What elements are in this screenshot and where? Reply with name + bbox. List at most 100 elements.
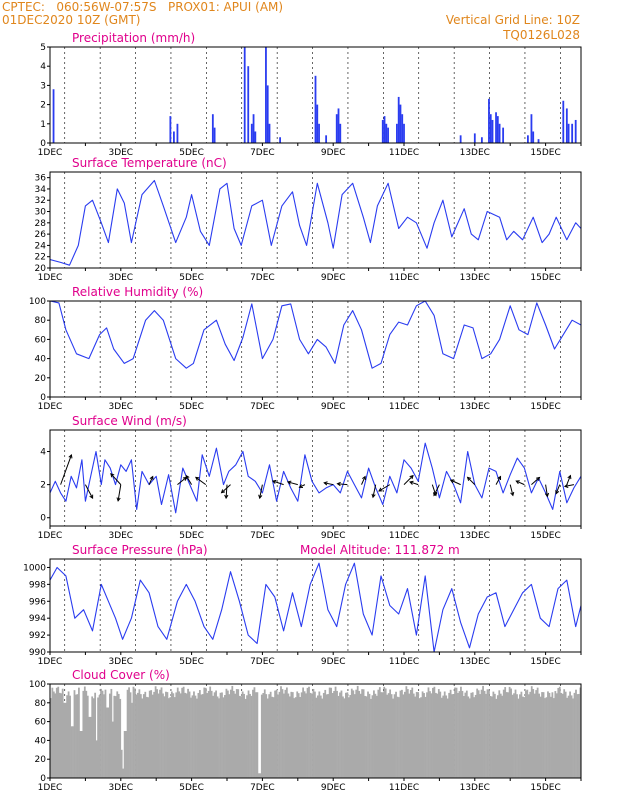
panel-frame <box>49 558 582 653</box>
wind-vector-arrowhead <box>89 494 94 500</box>
precip-bar <box>383 116 386 143</box>
cloud-bar <box>333 691 335 778</box>
cloud-bar <box>557 687 560 778</box>
precip-bar <box>335 114 338 143</box>
cloud-bar <box>253 687 256 778</box>
wind-vector-arrowhead <box>555 490 560 495</box>
cloud-bar <box>418 698 421 778</box>
cloud-bar <box>172 693 175 778</box>
cloud-bar <box>260 694 263 778</box>
cloud-bar <box>241 691 244 778</box>
cloud-bar <box>538 693 540 778</box>
ytick-label: 4 <box>40 62 46 72</box>
wind-vector-arrow <box>185 475 193 485</box>
cloud-bar <box>97 697 99 778</box>
cloud-bar <box>83 686 86 778</box>
cloud-bar <box>255 692 257 778</box>
xtick-label: 9DEC <box>321 273 346 283</box>
precip-bar <box>268 123 271 143</box>
cloud-bar <box>238 695 241 778</box>
cloud-bar <box>358 690 361 778</box>
xtick-label: 7DEC <box>250 783 275 793</box>
precip-bar <box>381 119 384 143</box>
cloud-bar <box>78 687 80 778</box>
cloud-bar <box>120 749 123 778</box>
cloud-bar <box>75 694 77 778</box>
panel-precipitation: Precipitation (mm/h) 0 1 2 3 4 5 1DEC 3DEC 5DEC 7D… <box>38 31 582 158</box>
cloud-bar <box>436 693 439 778</box>
precip-bar <box>252 114 255 143</box>
wind-vector-arrow <box>177 477 187 486</box>
cloud-bar <box>492 691 495 778</box>
cloud-bar <box>569 691 571 778</box>
cloud-bar <box>526 689 529 778</box>
cloud-bar <box>200 694 203 778</box>
cloud-bar <box>334 686 337 778</box>
precip-bar <box>52 89 55 143</box>
cloud-bar <box>259 773 262 778</box>
cloud-bar <box>73 690 76 778</box>
cloud-bar <box>278 691 281 778</box>
cloud-bar <box>173 697 176 778</box>
cloud-bar <box>550 696 552 778</box>
cloud-bar <box>114 696 117 778</box>
wind-vector-arrowhead <box>510 491 515 497</box>
cloud-bar <box>185 693 188 778</box>
xtick-label: 5DEC <box>179 402 204 412</box>
cloud-bar <box>82 690 85 778</box>
cloud-bar <box>457 692 459 778</box>
precip-bar <box>337 108 340 143</box>
wind-vector-arrowhead <box>449 479 455 484</box>
cloud-bar <box>427 687 430 778</box>
cloud-bar <box>135 694 138 778</box>
cloud-bar <box>94 692 97 778</box>
ytick-label: 80 <box>35 316 47 326</box>
cloud-bar <box>302 687 304 778</box>
ytick-label: 1 <box>40 120 46 130</box>
cloud-bar <box>222 697 225 778</box>
cloud-bar <box>231 685 234 778</box>
cloud-bar <box>336 690 338 778</box>
precip-bar <box>169 116 172 143</box>
cloud-bar <box>103 694 105 778</box>
cloud-bar <box>440 697 443 778</box>
precip-bar <box>339 123 342 143</box>
wind-vector-arrowhead <box>515 480 520 485</box>
xtick-label: 3DEC <box>108 273 133 283</box>
cloud-bar <box>547 691 549 778</box>
series-line-temperature <box>50 179 581 266</box>
plot-area-humidity <box>50 301 581 369</box>
cloud-bar <box>156 689 158 778</box>
cloud-bar <box>474 694 477 778</box>
cloud-bar <box>322 692 325 778</box>
cloud-bar <box>305 693 307 778</box>
ytick-label: 4 <box>40 448 46 458</box>
cloud-bar <box>246 695 248 778</box>
cloud-bar <box>234 693 237 778</box>
cloud-bar <box>560 692 563 778</box>
cloud-bar <box>123 731 126 778</box>
precip-bar <box>254 131 257 143</box>
cloud-bar <box>476 688 479 778</box>
cloud-bar <box>564 691 567 778</box>
cloud-bar <box>79 731 82 778</box>
cloud-bar <box>371 695 374 778</box>
wind-vector-arrow <box>509 484 514 496</box>
cloud-bar <box>346 692 349 778</box>
xtick-label: 15DEC <box>530 783 560 793</box>
panel-title-temperature: Surface Temperature (nC) <box>72 156 227 170</box>
wind-vector-arrowhead <box>466 476 472 481</box>
panel-frame <box>49 300 582 398</box>
cloud-bar <box>539 696 542 778</box>
cloud-bar <box>519 694 521 778</box>
cloud-bar <box>309 692 312 778</box>
cloud-bar <box>303 691 306 778</box>
cloud-bar <box>113 695 116 778</box>
cloud-bar <box>535 690 538 778</box>
cloud-bar <box>288 696 291 778</box>
cloud-bar <box>461 690 464 778</box>
panel-title-precipitation: Precipitation (mm/h) <box>72 31 195 45</box>
ytick-label: 100 <box>29 680 46 690</box>
xtick-label: 13DEC <box>460 402 490 412</box>
